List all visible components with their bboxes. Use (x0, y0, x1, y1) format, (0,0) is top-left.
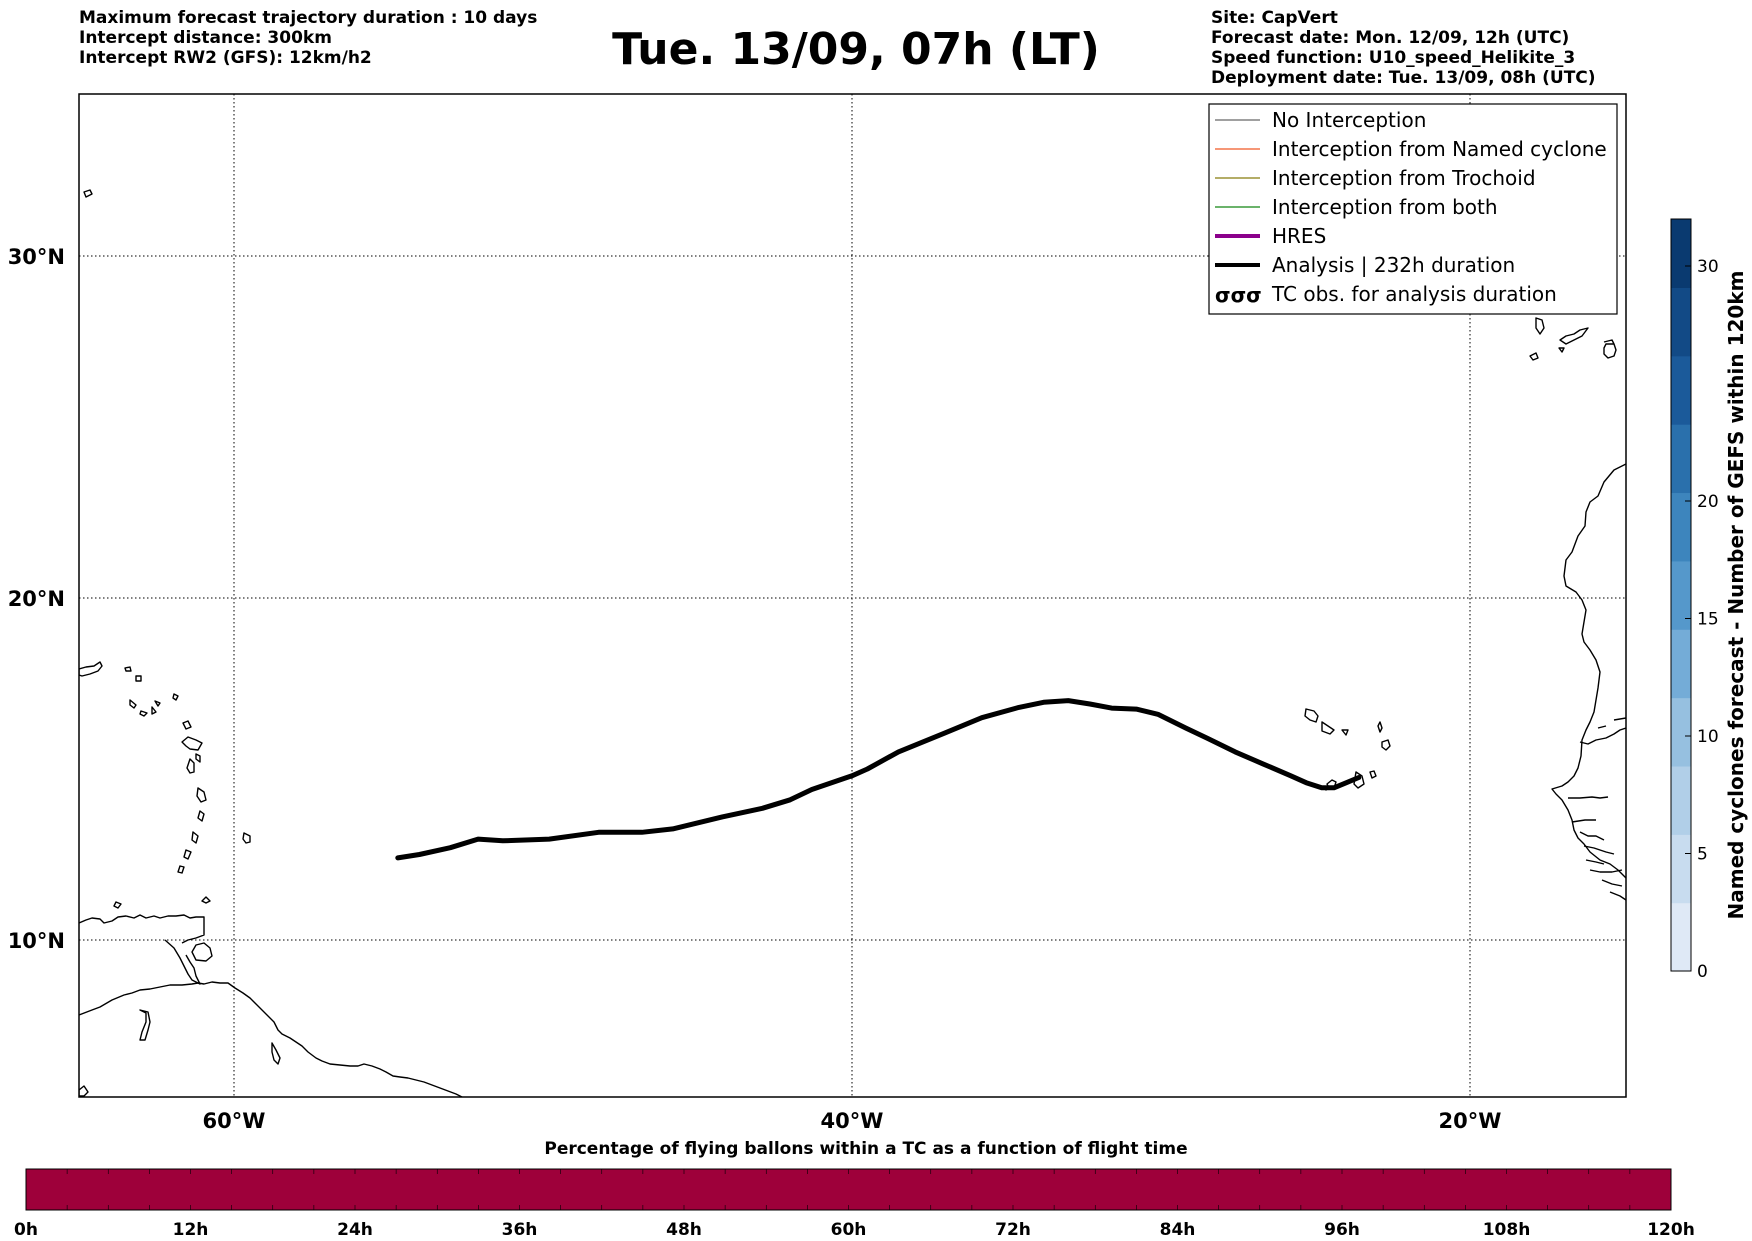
longitude-label: 20°W (1439, 1109, 1502, 1133)
colorbar-segment (1671, 834, 1691, 904)
colorbar-segment (1671, 424, 1691, 494)
legend-label: Analysis | 232h duration (1272, 253, 1515, 277)
info-line: Maximum forecast trajectory duration : 1… (79, 8, 538, 28)
bottom-colorbar-tick-label: 48h (666, 1220, 702, 1240)
africa-coastline (1551, 463, 1626, 879)
bottom-colorbar-title: Percentage of flying ballons within a TC… (544, 1139, 1187, 1159)
colorbar-tick-label: 10 (1697, 727, 1719, 747)
legend-label: TC obs. for analysis duration (1271, 282, 1557, 306)
orinoco-delta (164, 939, 201, 985)
colorbar-frame (1670, 218, 1692, 972)
bottom-colorbar-tick-label: 60h (831, 1220, 867, 1240)
info-line: Deployment date: Tue. 13/09, 08h (UTC) (1211, 68, 1596, 88)
longitude-labels: 60°W 40°W 20°W (203, 1109, 1502, 1133)
page-title: Tue. 13/09, 07h (LT) (612, 24, 1100, 75)
venezuela-coastline (79, 914, 205, 944)
colorbar-segment (1671, 219, 1691, 288)
colorbar-segment (1671, 629, 1691, 699)
legend-label: HRES (1272, 224, 1326, 248)
bottom-colorbar: Percentage of flying ballons within a TC… (14, 1139, 1695, 1240)
colorbar-tick-label: 20 (1697, 492, 1719, 512)
dominica-martinique (196, 787, 207, 822)
info-line: Speed function: U10_speed_Helikite_3 (1211, 48, 1576, 68)
island (139, 1009, 151, 1041)
info-line: Intercept RW2 (GFS): 12km/h2 (79, 48, 372, 68)
colorbar-segment (1671, 697, 1691, 767)
canary-islands (1535, 317, 1589, 345)
colorbar-segment (1671, 287, 1691, 357)
info-line: Intercept distance: 300km (79, 28, 332, 48)
bottom-colorbar-tick-label: 108h (1483, 1220, 1531, 1240)
bottom-colorbar-tick-label: 96h (1324, 1220, 1360, 1240)
island (79, 1085, 89, 1097)
legend-label: No Interception (1272, 108, 1426, 132)
legend-items: No Interception Interception from Named c… (1215, 108, 1607, 307)
bottom-colorbar-tick-label: 36h (502, 1220, 538, 1240)
info-line: Forecast date: Mon. 12/09, 12h (UTC) (1211, 28, 1570, 48)
colorbar-tick-label: 0 (1697, 962, 1708, 982)
bottom-colorbar-fill (25, 1168, 1672, 1211)
africa-coastline-detail (1579, 717, 1626, 745)
madeira (83, 189, 93, 198)
trinidad-island (191, 942, 213, 962)
bottom-colorbar-minor-ticks (66, 1169, 1631, 1210)
bottom-colorbar-tick-label: 12h (173, 1220, 209, 1240)
guadeloupe (186, 758, 195, 774)
lesser-antilles (181, 720, 203, 763)
map-frame (78, 93, 1627, 1098)
legend-box (1208, 103, 1618, 315)
canary-islands (1529, 339, 1617, 361)
legend: No Interception Interception from Named c… (1208, 103, 1618, 315)
colorbar-title: Named cyclones forecast - Number of GEFS… (1724, 271, 1748, 920)
colorbar-tick-label: 15 (1697, 610, 1719, 630)
lesser-antilles (129, 693, 179, 717)
longitude-label: 40°W (821, 1109, 884, 1133)
bottom-colorbar-tick-label: 0h (14, 1220, 38, 1240)
cabo-verde-islands (1304, 708, 1349, 736)
latitude-label: 10°N (8, 929, 65, 953)
barbados (242, 832, 251, 844)
colorbar-segment (1671, 355, 1691, 425)
longitude-label: 60°W (203, 1109, 266, 1133)
colorbar-segment (1671, 492, 1691, 562)
cabo-verde-islands (1377, 721, 1391, 751)
forecast-parameters: Maximum forecast trajectory duration : 1… (79, 8, 537, 68)
info-line: Site: CapVert (1211, 8, 1338, 28)
bottom-colorbar-tick-label: 24h (337, 1220, 373, 1240)
colorbar-segments (1671, 219, 1691, 972)
bottom-colorbar-ticks: 0h 12h 24h 36h 48h 60h 72h 84h 96h 108h 120h (14, 1220, 1695, 1240)
site-parameters: Site: CapVert Forecast date: Mon. 12/09,… (1211, 8, 1596, 88)
st-lucia-vincent (177, 831, 199, 874)
colorbar-ticks: 0 5 10 15 20 30 (1685, 257, 1719, 982)
right-colorbar: 0 5 10 15 20 30 Named cyclones forecast - Num… (1670, 218, 1748, 982)
legend-label: Interception from Trochoid (1272, 166, 1536, 190)
colorbar-segment (1671, 765, 1691, 835)
legend-label: Interception from Named cyclone (1272, 137, 1607, 161)
south-america-coastline (79, 981, 463, 1097)
bottom-colorbar-tick-label: 120h (1647, 1220, 1695, 1240)
colorbar-tick-label: 30 (1697, 257, 1719, 277)
grenadines (113, 896, 211, 909)
latitude-label: 30°N (8, 245, 65, 269)
island (271, 1042, 281, 1065)
analysis-trajectory (395, 698, 1362, 861)
virgin-islands (124, 666, 142, 682)
latitude-labels: 30°N 20°N 10°N (8, 245, 65, 953)
bottom-colorbar-tick-label: 84h (1160, 1220, 1196, 1240)
colorbar-tick-label: 5 (1697, 845, 1708, 865)
colorbar-segment (1671, 560, 1691, 630)
colorbar-segment (1671, 902, 1691, 972)
puerto-rico (79, 661, 103, 677)
bottom-colorbar-tick-label: 72h (995, 1220, 1031, 1240)
cyclone-symbol-icon: σσσ (1215, 283, 1262, 307)
africa-coastline-detail (1568, 796, 1626, 901)
latitude-label: 20°N (8, 587, 65, 611)
legend-label: Interception from both (1272, 195, 1498, 219)
